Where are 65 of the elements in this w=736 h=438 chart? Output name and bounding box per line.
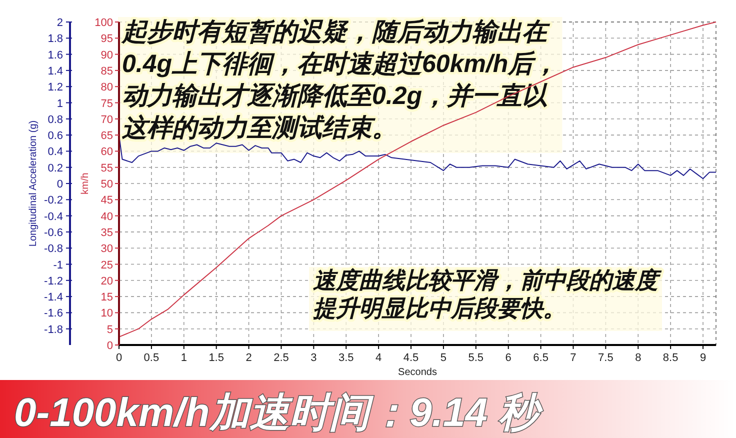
x-tick-label: 2 xyxy=(246,352,252,364)
x-tick-label: 4.5 xyxy=(403,352,419,364)
y2-tick-label: 100 xyxy=(94,17,113,29)
x-tick-label: 0.5 xyxy=(144,352,160,364)
y-tick-label: 1.6 xyxy=(48,49,63,62)
y-tick-label: 0.6 xyxy=(48,130,63,142)
y2-tick-label: 85 xyxy=(100,65,113,78)
y-axis-title: Longitudinal Acceleration (g) xyxy=(28,120,39,247)
x-tick-label: 0 xyxy=(116,352,122,364)
y-tick-label: -1.6 xyxy=(44,308,63,320)
y-tick-label: -1.2 xyxy=(44,275,63,288)
y-tick-label: 0.2 xyxy=(48,162,63,174)
x-axis-title: Seconds xyxy=(398,367,437,378)
y-tick-label: 0.8 xyxy=(48,114,63,126)
y2-tick-label: 25 xyxy=(100,259,113,272)
y2-tick-label: 70 xyxy=(100,114,113,126)
y2-tick-label: 90 xyxy=(100,49,113,62)
y-tick-label: 0.4 xyxy=(48,146,63,158)
x-tick-label: 7 xyxy=(570,352,576,364)
y2-tick-label: 75 xyxy=(100,98,113,110)
y-tick-label: -1.4 xyxy=(44,292,63,304)
y2-tick-label: 45 xyxy=(100,194,113,207)
y2-tick-label: 15 xyxy=(100,292,113,304)
y2-tick-label: 20 xyxy=(100,275,113,288)
y2-tick-label: 55 xyxy=(100,162,113,174)
x-tick-label: 5.5 xyxy=(468,352,484,364)
y2-tick-label: 35 xyxy=(100,226,113,239)
y-tick-label: -0.2 xyxy=(44,194,63,207)
y2-tick-label: 10 xyxy=(100,308,113,320)
y-tick-label: 1 xyxy=(56,98,63,110)
x-tick-label: 1 xyxy=(180,352,187,364)
y-tick-label: -0.8 xyxy=(44,243,63,256)
annotation: 速度曲线比较平滑，前中段的速度提升明显比中后段要快。 xyxy=(312,267,662,321)
x-tick-label: 8 xyxy=(635,352,642,364)
y2-tick-label: 50 xyxy=(100,178,113,190)
y2-tick-label: 95 xyxy=(100,33,113,46)
y-tick-label: 2 xyxy=(56,17,63,29)
x-tick-label: 4 xyxy=(376,352,382,364)
y2-tick-label: 80 xyxy=(100,82,113,94)
x-tick-label: 6 xyxy=(505,352,512,364)
x-tick-label: 2.5 xyxy=(274,352,289,364)
x-tick-label: 5 xyxy=(440,352,447,364)
x-tick-label: 3.5 xyxy=(338,352,354,364)
x-tick-label: 3 xyxy=(310,352,317,364)
x-tick-label: 8.5 xyxy=(662,352,678,364)
y2-tick-label: 30 xyxy=(100,243,113,256)
y-tick-label: -1.8 xyxy=(44,324,63,336)
y-tick-label: 1.4 xyxy=(48,65,63,78)
y-tick-label: 1.8 xyxy=(48,33,63,46)
y-tick-label: -0.6 xyxy=(44,226,63,239)
y-tick-label: -0.4 xyxy=(44,210,63,223)
x-tick-label: 9 xyxy=(700,352,706,364)
y2-tick-label: 40 xyxy=(100,210,113,223)
y2-axis-title: km/h xyxy=(80,172,91,194)
x-tick-label: 6.5 xyxy=(533,352,548,364)
y2-tick-label: 0 xyxy=(106,340,113,352)
text: 0-100km/h加速时间：9.14 秒 xyxy=(14,391,544,435)
x-tick-label: 7.5 xyxy=(598,352,614,364)
y2-tick-label: 60 xyxy=(100,146,113,158)
x-tick-label: 1.5 xyxy=(208,352,224,364)
y2-tick-label: 5 xyxy=(106,324,113,336)
y-tick-label: 0 xyxy=(56,178,63,190)
y-tick-label: 1.2 xyxy=(48,82,63,94)
y-tick-label: -1 xyxy=(53,259,63,272)
y2-tick-label: 65 xyxy=(100,130,113,142)
